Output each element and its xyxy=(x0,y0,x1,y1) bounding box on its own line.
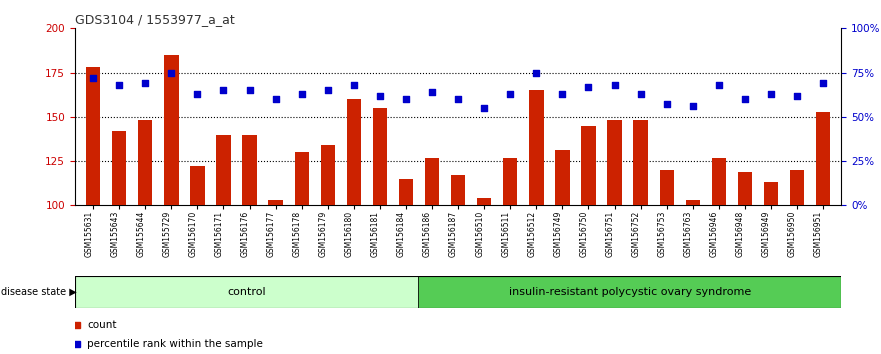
Point xyxy=(451,96,465,102)
Point xyxy=(399,96,413,102)
Point xyxy=(242,87,256,93)
Point xyxy=(347,82,361,88)
Point xyxy=(478,105,492,111)
Point xyxy=(685,103,700,109)
Bar xyxy=(86,67,100,205)
Bar xyxy=(790,170,804,205)
Bar xyxy=(190,166,204,205)
Bar xyxy=(399,179,413,205)
Point xyxy=(660,102,674,107)
Text: insulin-resistant polycystic ovary syndrome: insulin-resistant polycystic ovary syndr… xyxy=(509,287,751,297)
Bar xyxy=(112,131,126,205)
Point xyxy=(164,70,178,75)
Bar xyxy=(242,135,256,205)
Point xyxy=(503,91,517,97)
Bar xyxy=(816,112,830,205)
Bar xyxy=(712,158,726,205)
Point xyxy=(790,93,804,98)
Point xyxy=(738,96,752,102)
Bar xyxy=(269,200,283,205)
Bar xyxy=(373,108,387,205)
FancyBboxPatch shape xyxy=(75,276,418,308)
Text: GDS3104 / 1553977_a_at: GDS3104 / 1553977_a_at xyxy=(75,13,234,26)
Bar xyxy=(425,158,440,205)
Bar xyxy=(607,120,622,205)
FancyBboxPatch shape xyxy=(418,276,841,308)
Point xyxy=(555,91,569,97)
Bar xyxy=(164,55,179,205)
Bar xyxy=(294,152,309,205)
Bar xyxy=(660,170,674,205)
Point xyxy=(529,70,544,75)
Point xyxy=(217,87,231,93)
Point xyxy=(190,91,204,97)
Point xyxy=(581,84,596,90)
Bar xyxy=(737,172,752,205)
Bar xyxy=(503,158,517,205)
Text: percentile rank within the sample: percentile rank within the sample xyxy=(87,339,263,349)
Point xyxy=(373,93,387,98)
Bar xyxy=(321,145,335,205)
Point xyxy=(425,89,439,95)
Text: count: count xyxy=(87,320,116,330)
Point xyxy=(608,82,622,88)
Point xyxy=(712,82,726,88)
Point xyxy=(816,80,830,86)
Bar xyxy=(581,126,596,205)
Bar xyxy=(451,175,465,205)
Point xyxy=(764,91,778,97)
Point xyxy=(633,91,648,97)
Bar xyxy=(217,135,231,205)
Point xyxy=(138,80,152,86)
Text: control: control xyxy=(227,287,266,297)
Bar xyxy=(555,150,570,205)
Bar xyxy=(764,182,778,205)
Bar xyxy=(529,90,544,205)
Point xyxy=(294,91,308,97)
Text: disease state ▶: disease state ▶ xyxy=(1,287,77,297)
Bar xyxy=(346,99,361,205)
Point xyxy=(112,82,126,88)
Bar xyxy=(477,198,492,205)
Bar xyxy=(685,200,700,205)
Point xyxy=(269,96,283,102)
Point xyxy=(86,75,100,81)
Bar xyxy=(633,120,648,205)
Point xyxy=(321,87,335,93)
Bar xyxy=(138,120,152,205)
